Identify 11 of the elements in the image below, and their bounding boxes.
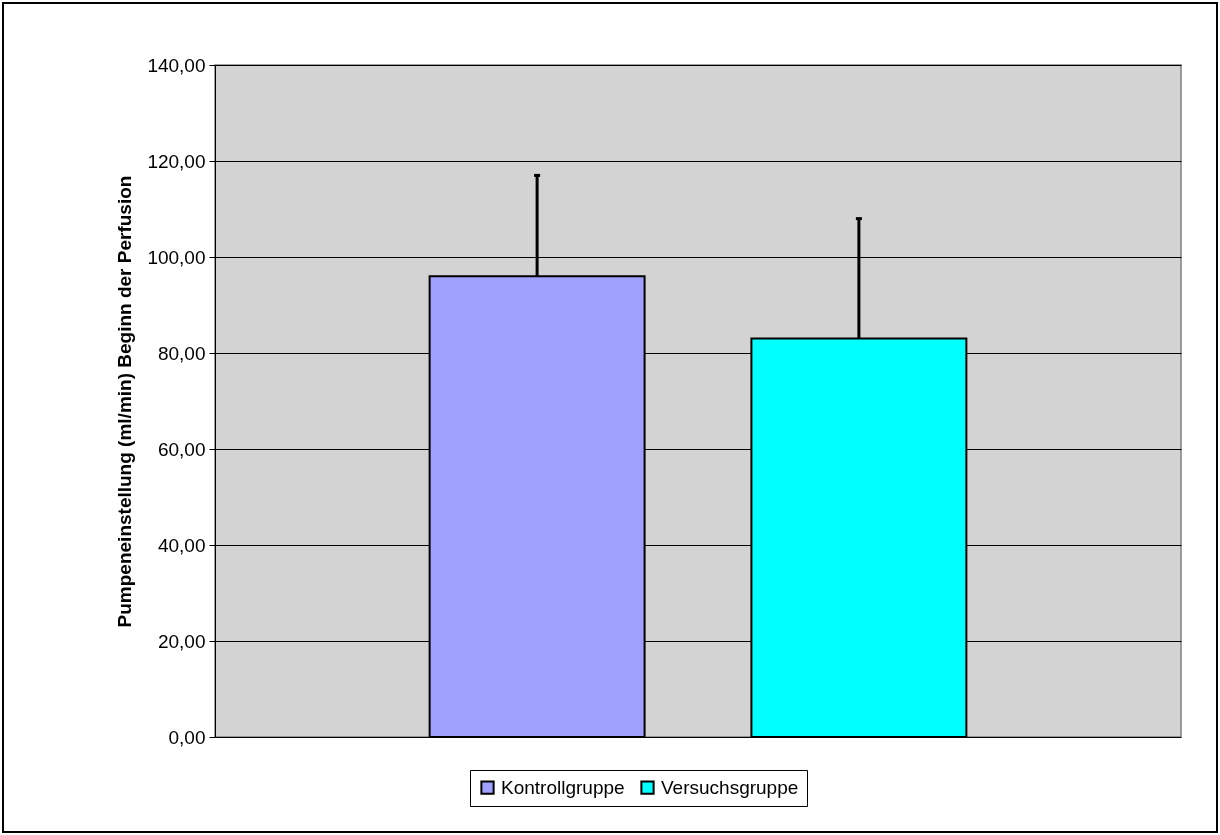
y-tick-label: 140,00 xyxy=(147,54,206,76)
y-tick-label: 60,00 xyxy=(157,438,206,460)
y-tick-label: 20,00 xyxy=(157,630,206,652)
y-tick-label: 80,00 xyxy=(157,342,206,364)
y-tick-label: 100,00 xyxy=(147,246,206,268)
y-axis-title: Pumpeneinstellung (ml/min) Beginn der Perfusion xyxy=(114,175,136,628)
legend-label: Versuchsgruppe xyxy=(661,776,799,798)
y-tick-label: 40,00 xyxy=(157,534,206,556)
y-tick-label: 120,00 xyxy=(147,150,206,172)
legend-label: Kontrollgruppe xyxy=(501,776,625,798)
y-tick-label: 0,00 xyxy=(168,726,206,748)
